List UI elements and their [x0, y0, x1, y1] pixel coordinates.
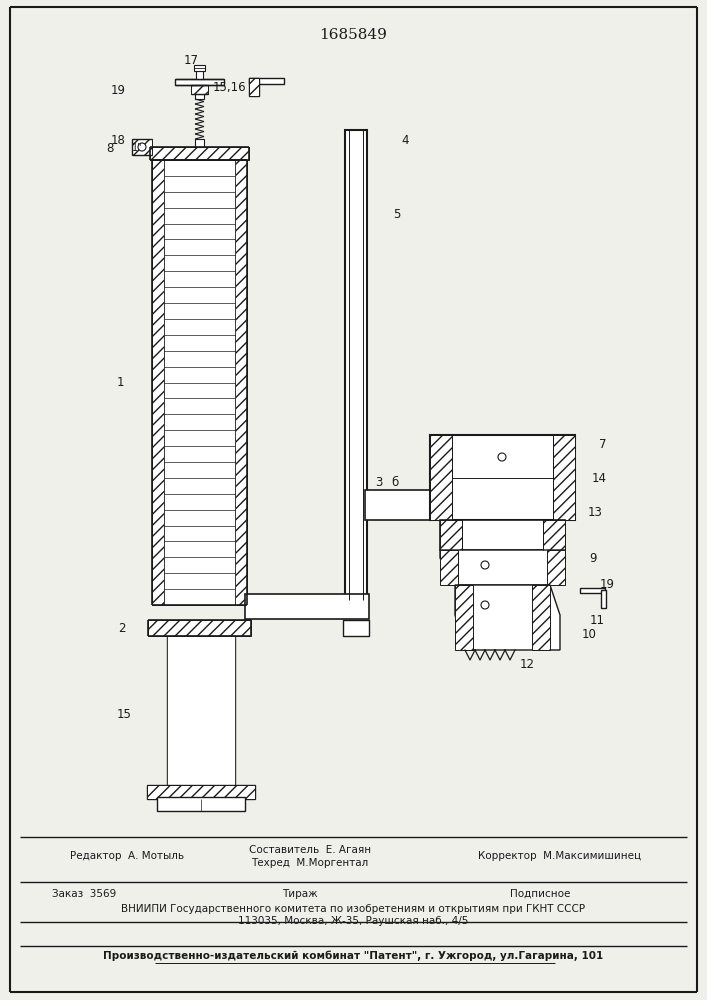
- Text: 11: 11: [590, 613, 604, 626]
- Bar: [235, 160, 247, 605]
- Text: 17: 17: [184, 53, 199, 66]
- Text: 3: 3: [375, 476, 382, 488]
- Text: Заказ  3569: Заказ 3569: [52, 889, 116, 899]
- Text: Техред  М.Моргентал: Техред М.Моргентал: [252, 858, 368, 868]
- Bar: [249, 78, 259, 96]
- Bar: [249, 78, 284, 84]
- Text: 4: 4: [402, 133, 409, 146]
- Bar: [455, 585, 473, 650]
- Text: 12: 12: [520, 658, 534, 670]
- Text: 7: 7: [600, 438, 607, 452]
- Text: Тираж: Тираж: [282, 889, 318, 899]
- Text: Редактор  А. Мотыль: Редактор А. Мотыль: [70, 851, 184, 861]
- Bar: [440, 550, 458, 585]
- Bar: [196, 71, 203, 79]
- Polygon shape: [440, 550, 565, 585]
- Bar: [167, 636, 235, 785]
- Bar: [194, 65, 205, 71]
- Text: 8: 8: [106, 141, 114, 154]
- Text: 15,16: 15,16: [212, 82, 246, 95]
- Bar: [157, 797, 245, 811]
- Bar: [152, 160, 164, 605]
- Text: 2: 2: [118, 621, 126, 635]
- Bar: [580, 588, 605, 593]
- Circle shape: [138, 143, 146, 151]
- Bar: [365, 490, 455, 520]
- Text: 13: 13: [588, 506, 602, 518]
- Text: 10: 10: [582, 629, 597, 642]
- Bar: [195, 139, 204, 147]
- Text: 15: 15: [117, 708, 132, 722]
- Bar: [440, 520, 565, 550]
- Bar: [164, 160, 235, 605]
- Bar: [191, 85, 208, 94]
- Text: 5: 5: [393, 209, 401, 222]
- Text: Подписное: Подписное: [510, 889, 571, 899]
- Bar: [175, 79, 224, 85]
- Text: 113035, Москва, Ж-35, Раушская наб., 4/5: 113035, Москва, Ж-35, Раушская наб., 4/5: [238, 916, 468, 926]
- Text: 14: 14: [592, 472, 607, 485]
- Bar: [147, 785, 255, 799]
- Bar: [553, 435, 575, 520]
- Text: Производственно-издательский комбинат "Патент", г. Ужгород, ул.Гагарина, 101: Производственно-издательский комбинат "П…: [103, 951, 603, 961]
- Circle shape: [481, 561, 489, 569]
- Bar: [207, 636, 235, 785]
- Bar: [543, 520, 565, 550]
- Bar: [150, 147, 249, 160]
- Bar: [430, 435, 452, 520]
- Bar: [148, 620, 251, 636]
- Polygon shape: [455, 585, 560, 650]
- Text: ВНИИПИ Государственного комитета по изобретениям и открытиям при ГКНТ СССР: ВНИИПИ Государственного комитета по изоб…: [121, 904, 585, 914]
- Text: 1": 1": [132, 143, 142, 153]
- Bar: [343, 620, 369, 636]
- Text: Составитель  Е. Агаян: Составитель Е. Агаян: [249, 845, 371, 855]
- Bar: [132, 139, 152, 155]
- Bar: [547, 550, 565, 585]
- Bar: [167, 636, 195, 785]
- Text: б: б: [392, 476, 399, 488]
- Text: Корректор  М.Максимишинец: Корректор М.Максимишинец: [479, 851, 641, 861]
- Bar: [430, 435, 575, 520]
- Bar: [245, 594, 369, 619]
- Text: 1685849: 1685849: [319, 28, 387, 42]
- Bar: [147, 785, 255, 799]
- Bar: [601, 590, 606, 608]
- Bar: [440, 520, 462, 550]
- Text: 19: 19: [600, 578, 614, 591]
- Text: 18: 18: [110, 133, 125, 146]
- Bar: [195, 94, 204, 99]
- Bar: [532, 585, 550, 650]
- Text: 9: 9: [589, 552, 597, 564]
- Bar: [249, 78, 259, 96]
- Circle shape: [498, 453, 506, 461]
- Text: 19: 19: [110, 84, 126, 97]
- Circle shape: [481, 601, 489, 609]
- Text: 1: 1: [116, 376, 124, 389]
- Bar: [345, 130, 367, 600]
